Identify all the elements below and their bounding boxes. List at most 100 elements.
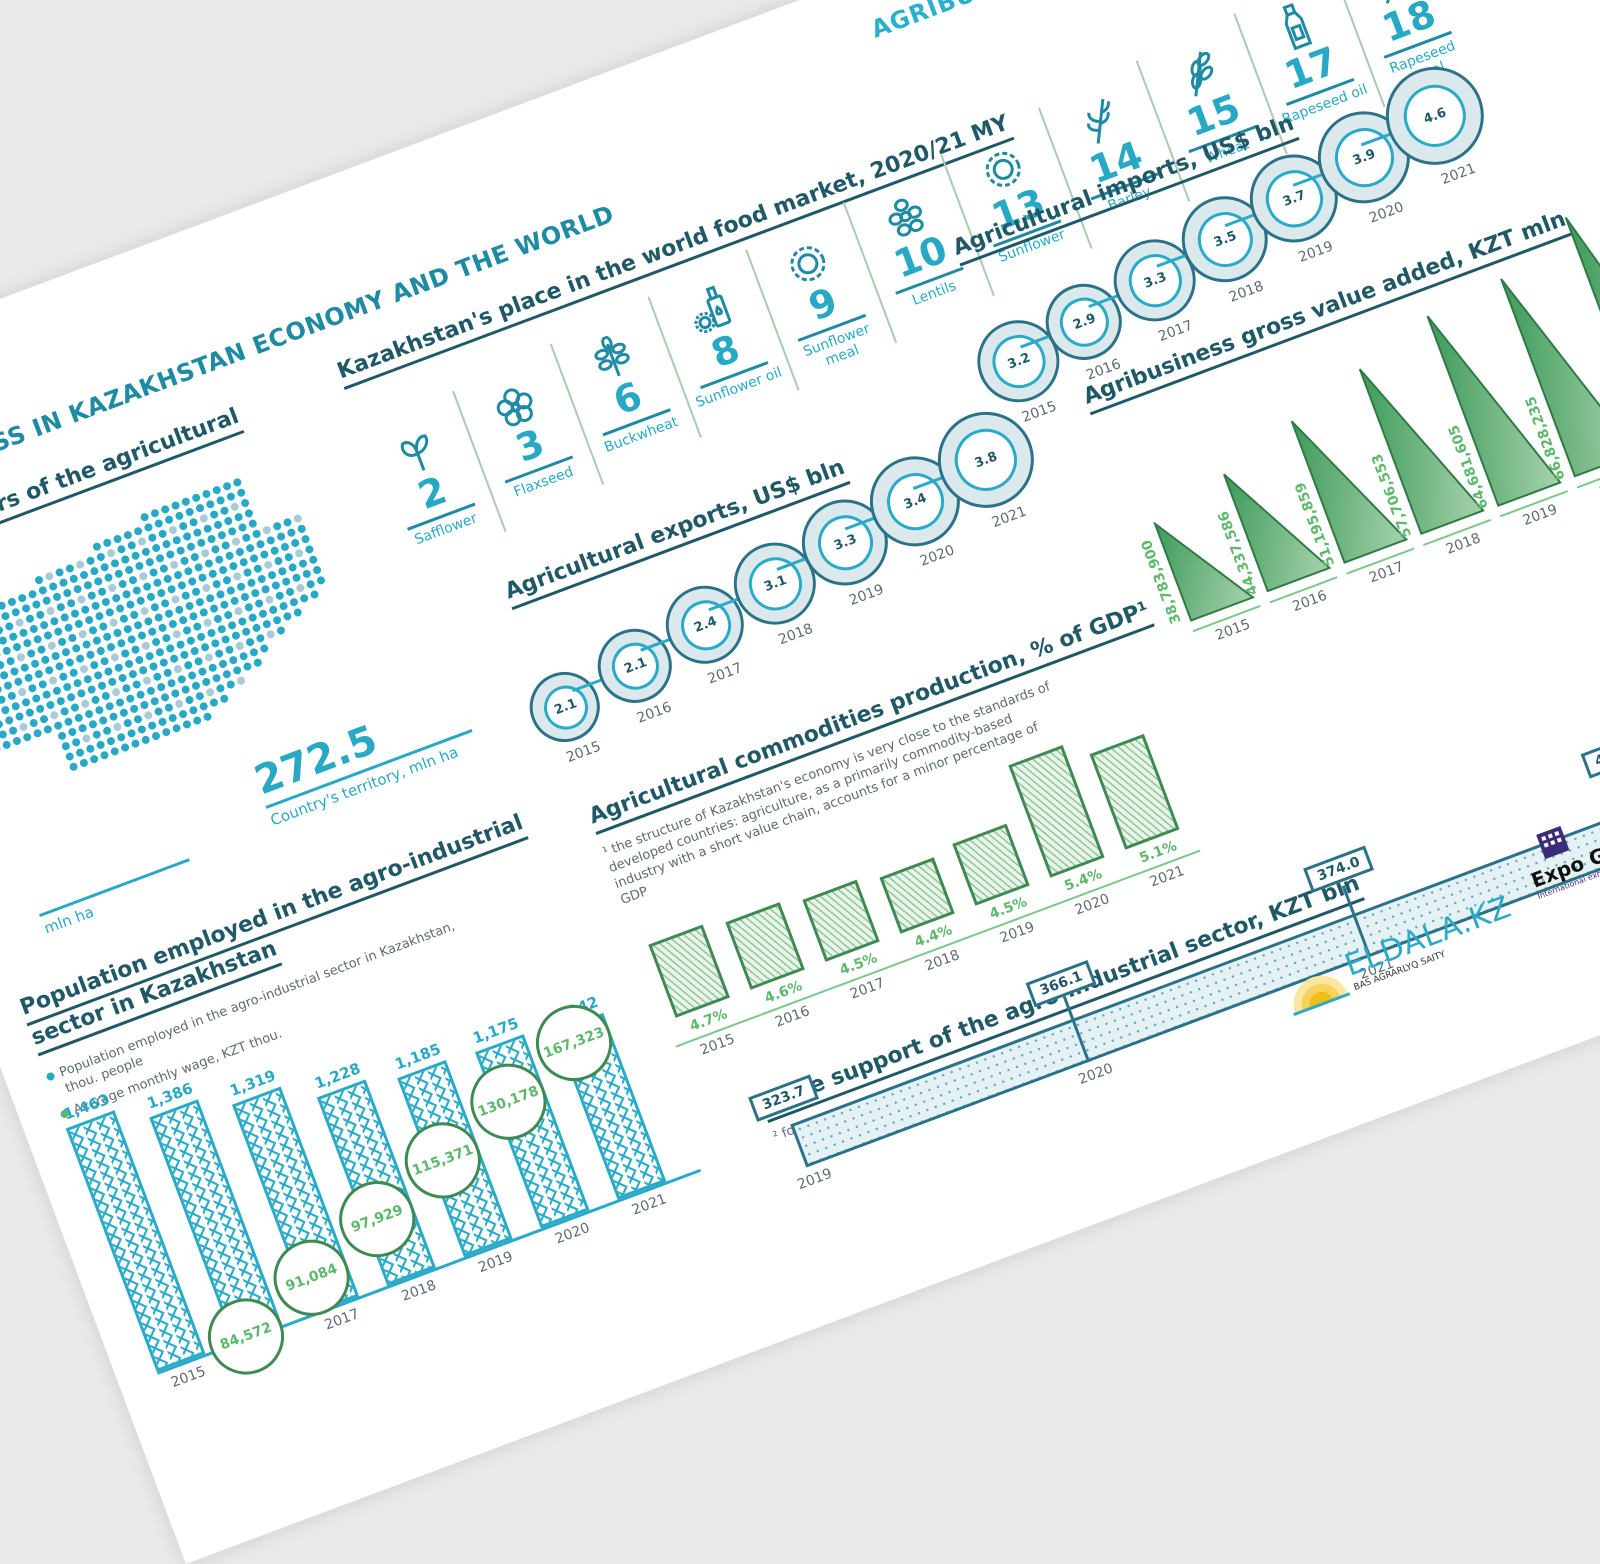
map-dot bbox=[132, 679, 142, 689]
map-dot bbox=[174, 605, 184, 615]
map-dot bbox=[129, 704, 139, 714]
map-dot bbox=[224, 645, 234, 655]
year-label: 2016 bbox=[635, 699, 674, 726]
map-dot bbox=[269, 546, 279, 556]
map-dot bbox=[174, 699, 184, 709]
map-dot bbox=[18, 628, 28, 638]
map-dot bbox=[54, 661, 64, 671]
map-dot bbox=[280, 542, 290, 552]
map-dot bbox=[182, 719, 192, 729]
map-dot bbox=[41, 690, 51, 700]
map-dot bbox=[231, 536, 241, 546]
map-dot bbox=[31, 693, 41, 703]
map-dot bbox=[139, 606, 149, 616]
map-dot bbox=[44, 571, 54, 581]
map-dot bbox=[17, 687, 27, 697]
map-dot bbox=[223, 610, 233, 620]
map-dot bbox=[154, 612, 164, 622]
map-dot bbox=[255, 633, 265, 643]
map-dot bbox=[182, 625, 192, 635]
map-dot bbox=[219, 600, 229, 610]
map-dot bbox=[75, 747, 85, 757]
map-dot bbox=[203, 524, 213, 534]
map-dot bbox=[241, 533, 251, 543]
map-dot bbox=[208, 663, 218, 673]
map-dot bbox=[70, 702, 80, 712]
map-dot bbox=[141, 641, 151, 651]
map-dot bbox=[76, 688, 86, 698]
map-dot bbox=[52, 686, 62, 696]
year-label: 2021 bbox=[990, 504, 1029, 531]
map-dot bbox=[152, 578, 162, 588]
map-dot bbox=[190, 552, 200, 562]
map-dot bbox=[266, 629, 276, 639]
map-dot bbox=[289, 597, 299, 607]
map-dot bbox=[80, 699, 90, 709]
map-dot bbox=[110, 746, 120, 756]
map-dot bbox=[193, 656, 203, 666]
map-dot bbox=[27, 589, 37, 599]
map-dot bbox=[163, 574, 173, 584]
map-dot bbox=[286, 528, 296, 538]
map-dot bbox=[35, 610, 45, 620]
map-dot bbox=[178, 615, 188, 625]
map-dot bbox=[7, 691, 17, 701]
map-dot bbox=[213, 520, 223, 530]
map-dot bbox=[120, 648, 130, 658]
map-dot bbox=[5, 656, 15, 666]
map-dot bbox=[57, 637, 67, 647]
map-dot bbox=[0, 744, 1, 754]
map-dot bbox=[117, 673, 127, 683]
map-dot bbox=[71, 643, 81, 653]
map-dot bbox=[106, 548, 116, 558]
year-label: 2019 bbox=[847, 581, 886, 608]
map-dot bbox=[111, 687, 121, 697]
map-dot bbox=[169, 560, 179, 570]
map-dot bbox=[60, 612, 70, 622]
ring-value: 4.6 bbox=[1395, 76, 1476, 157]
map-dot bbox=[89, 660, 99, 670]
map-dot bbox=[49, 710, 59, 720]
map-dot bbox=[174, 511, 184, 521]
map-dot bbox=[99, 656, 109, 666]
map-dot bbox=[142, 675, 152, 685]
map-dot bbox=[126, 634, 136, 644]
map-dot bbox=[92, 729, 102, 739]
map-dot bbox=[74, 713, 84, 723]
map-dot bbox=[116, 638, 126, 648]
map-dot bbox=[0, 695, 7, 705]
map-dot bbox=[151, 543, 161, 553]
map-dot bbox=[240, 498, 250, 508]
map-dot bbox=[235, 547, 245, 557]
map-dot bbox=[102, 632, 112, 642]
map-dot bbox=[204, 558, 214, 568]
map-dot bbox=[66, 692, 76, 702]
legend-employed-swatch bbox=[45, 1071, 55, 1081]
map-dot bbox=[208, 569, 218, 579]
map-dot bbox=[123, 530, 133, 540]
map-dot bbox=[205, 499, 215, 509]
rank-item: 6 Buckwheat bbox=[561, 319, 687, 459]
map-dot bbox=[72, 584, 82, 594]
map-dot bbox=[196, 538, 206, 548]
map-dot bbox=[142, 581, 152, 591]
map-dot bbox=[199, 701, 209, 711]
map-dot bbox=[17, 593, 27, 603]
map-dot bbox=[39, 620, 49, 630]
map-dot bbox=[56, 696, 66, 706]
map-dot bbox=[156, 588, 166, 598]
map-dot bbox=[56, 602, 66, 612]
map-dot bbox=[40, 655, 50, 665]
map-dot bbox=[43, 630, 53, 640]
map-dot bbox=[62, 588, 72, 598]
map-dot bbox=[178, 709, 188, 719]
map-dot bbox=[54, 567, 64, 577]
map-dot bbox=[268, 605, 278, 615]
map-dot bbox=[199, 607, 209, 617]
map-dot bbox=[205, 687, 215, 697]
map-dot bbox=[8, 632, 18, 642]
map-dot bbox=[0, 660, 5, 670]
map-dot bbox=[57, 731, 67, 741]
map-dot bbox=[282, 611, 292, 621]
map-dot bbox=[179, 650, 189, 660]
